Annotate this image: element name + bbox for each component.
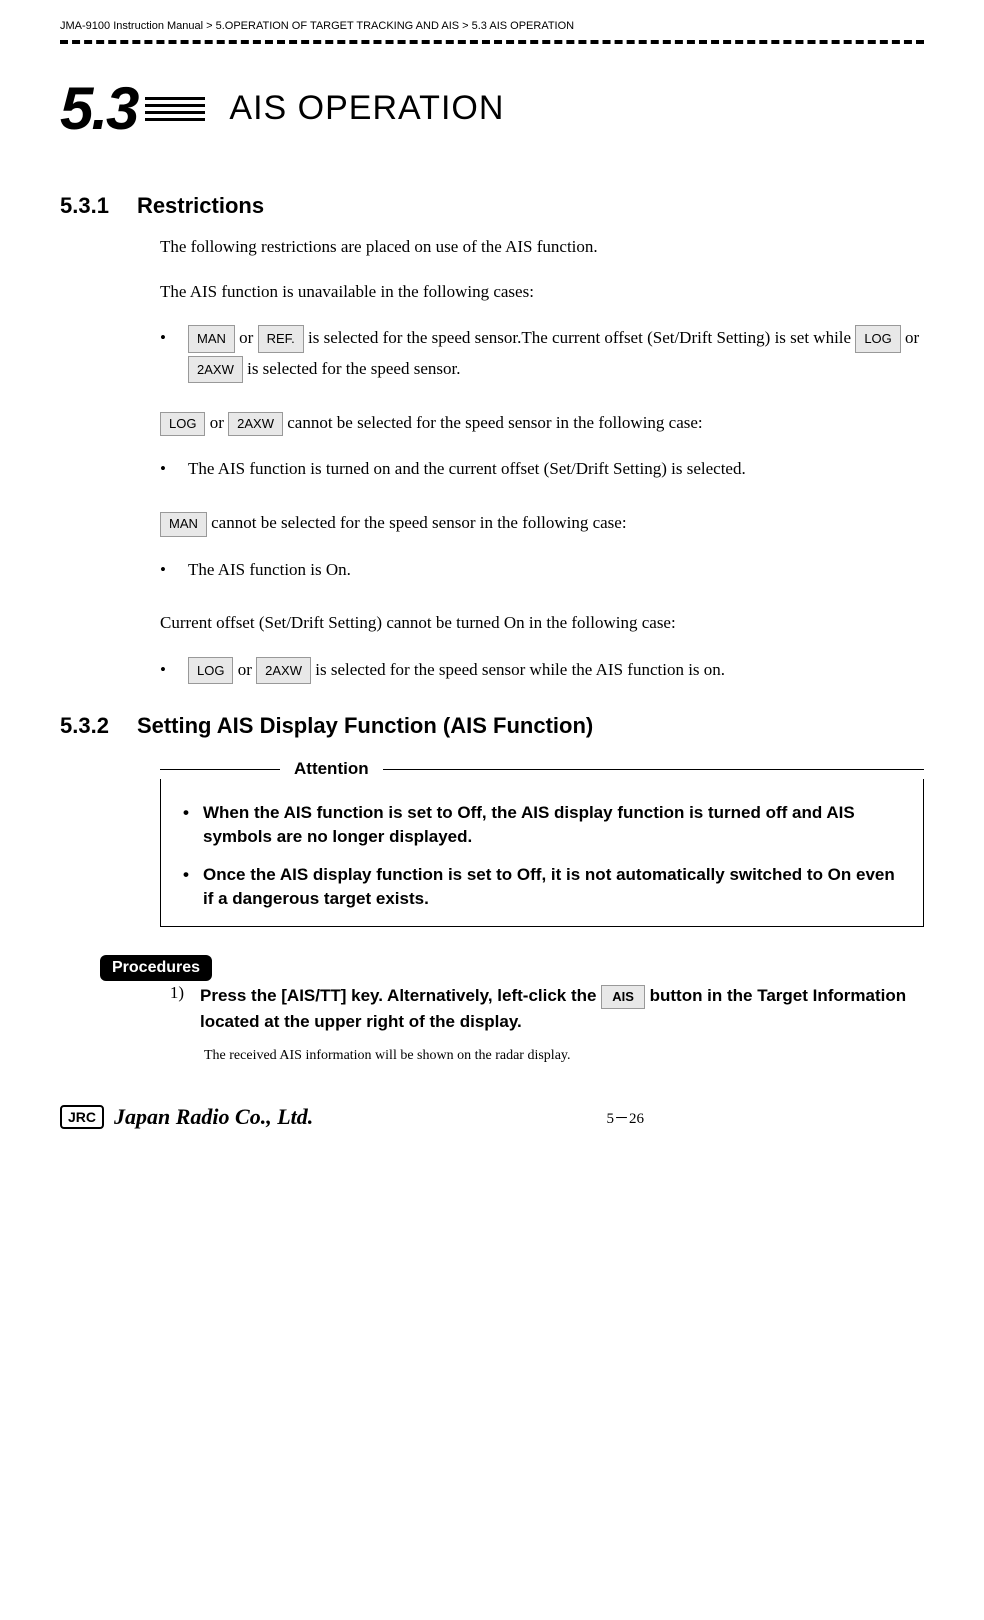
subsection-title: Setting AIS Display Function (AIS Functi…	[137, 713, 593, 739]
bullet-item: • The AIS function is On.	[160, 555, 924, 586]
page-number: 5－26	[606, 1107, 644, 1128]
label-ref: REF.	[258, 325, 304, 352]
text: cannot be selected for the speed sensor …	[283, 413, 703, 432]
subsection-header: 5.3.1 Restrictions	[60, 193, 924, 219]
label-2axw: 2AXW	[188, 356, 243, 383]
section-number: 5.3	[60, 74, 137, 143]
attention-text: Once the AIS display function is set to …	[203, 863, 901, 911]
label-2axw: 2AXW	[256, 657, 311, 684]
text: is selected for the speed sensor.The cur…	[304, 328, 856, 347]
paragraph: The AIS function is unavailable in the f…	[160, 278, 924, 305]
paragraph: The following restrictions are placed on…	[160, 233, 924, 260]
subsection-number: 5.3.1	[60, 193, 109, 219]
bullet-item: • LOG or 2AXW is selected for the speed …	[160, 655, 924, 686]
section-title: AIS OPERATION	[229, 89, 504, 128]
bullet-item: • The AIS function is turned on and the …	[160, 454, 924, 485]
text: is selected for the speed sensor.	[243, 359, 461, 378]
jrc-logo: JRC	[60, 1105, 104, 1129]
text: or	[205, 413, 228, 432]
bullet-item: • MAN or REF. is selected for the speed …	[160, 323, 924, 384]
subsection-header: 5.3.2 Setting AIS Display Function (AIS …	[60, 713, 924, 739]
attention-box: Attention • When the AIS function is set…	[160, 759, 924, 927]
label-log: LOG	[188, 657, 233, 684]
procedure-number: 1)	[160, 983, 184, 1034]
label-man: MAN	[160, 512, 207, 537]
procedure-subtext: The received AIS information will be sho…	[204, 1048, 924, 1064]
breadcrumb: JMA-9100 Instruction Manual > 5.OPERATIO…	[60, 20, 924, 32]
label-log: LOG	[160, 412, 205, 437]
paragraph: Current offset (Set/Drift Setting) canno…	[160, 609, 924, 636]
text: or	[901, 328, 919, 347]
paragraph: MAN cannot be selected for the speed sen…	[160, 509, 924, 537]
label-man: MAN	[188, 325, 235, 352]
text: Press the [AIS/TT] key. Alternatively, l…	[200, 986, 601, 1005]
company-name: Japan Radio Co., Ltd.	[114, 1104, 313, 1130]
procedure-step: 1) Press the [AIS/TT] key. Alternatively…	[160, 983, 924, 1034]
paragraph: LOG or 2AXW cannot be selected for the s…	[160, 409, 924, 437]
label-log: LOG	[855, 325, 900, 352]
text: is selected for the speed sensor while t…	[311, 660, 725, 679]
attention-text: When the AIS function is set to Off, the…	[203, 801, 901, 849]
procedures-badge: Procedures	[100, 955, 212, 981]
section-decoration	[145, 97, 205, 121]
header-divider	[60, 40, 924, 44]
text: cannot be selected for the speed sensor …	[207, 513, 627, 532]
section-header: 5.3 AIS OPERATION	[60, 74, 924, 143]
subsection-title: Restrictions	[137, 193, 264, 219]
page-footer: JRC Japan Radio Co., Ltd. 5－26	[60, 1104, 924, 1140]
text: or	[235, 328, 258, 347]
label-2axw: 2AXW	[228, 412, 283, 437]
text: or	[233, 660, 256, 679]
label-ais: AIS	[601, 985, 645, 1009]
attention-label: Attention	[290, 759, 373, 779]
subsection-number: 5.3.2	[60, 713, 109, 739]
